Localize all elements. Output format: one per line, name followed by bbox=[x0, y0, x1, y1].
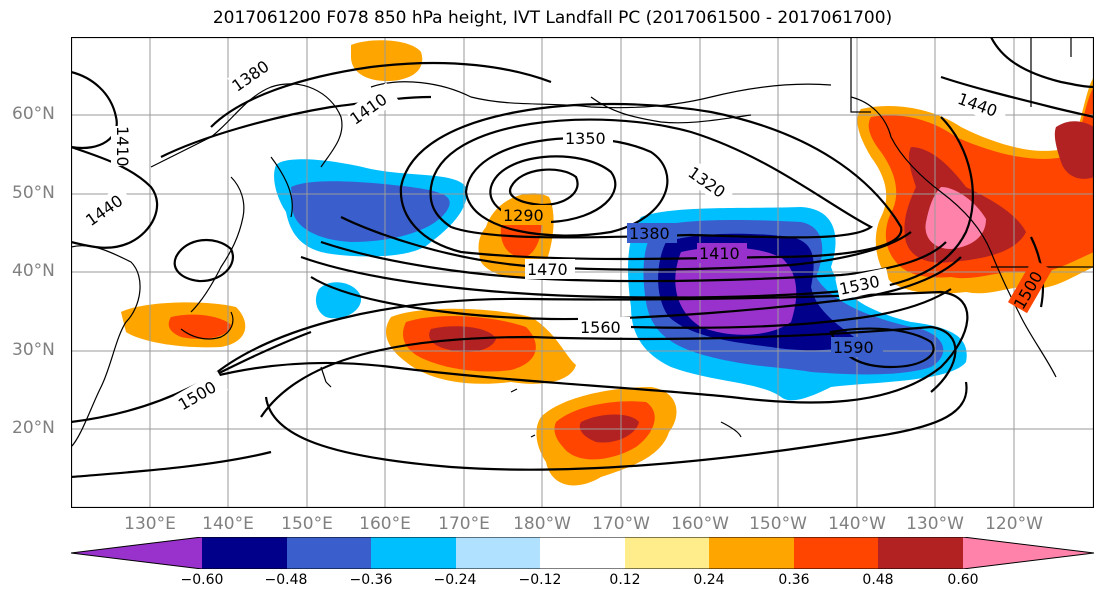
map-title: 2017061200 F078 850 hPa height, IVT Land… bbox=[212, 8, 893, 28]
contour-label: 1410 bbox=[113, 126, 132, 167]
lat-label: 30°N bbox=[12, 340, 55, 360]
colorbar-segment bbox=[794, 537, 878, 569]
colorbar-tick: 0.48 bbox=[862, 572, 894, 588]
lon-label: 180°W bbox=[513, 514, 571, 534]
colorbar bbox=[70, 536, 1095, 573]
lon-label: 170°W bbox=[592, 514, 650, 534]
map-panel: 1380 1410 1410 1440 1350 1320 1290 1380 … bbox=[71, 37, 1094, 508]
lat-label: 60°N bbox=[12, 104, 55, 124]
lat-label: 40°N bbox=[12, 261, 55, 281]
lon-label: 130°W bbox=[906, 514, 964, 534]
map-frame bbox=[71, 37, 1094, 508]
contour-label: 1470 bbox=[527, 260, 568, 279]
lon-label: 120°W bbox=[985, 514, 1043, 534]
colorbar-segment bbox=[709, 537, 794, 569]
lon-label: 150°E bbox=[281, 514, 333, 534]
contour-label: 1380 bbox=[629, 224, 670, 243]
lon-label: 150°W bbox=[749, 514, 807, 534]
lon-label: 140°W bbox=[828, 514, 886, 534]
lon-label: 140°E bbox=[202, 514, 254, 534]
contour-label: 1290 bbox=[503, 206, 544, 225]
colorbar-tick: 0.24 bbox=[693, 572, 725, 588]
colorbar-segment bbox=[456, 537, 540, 569]
colorbar-segment bbox=[202, 537, 287, 569]
colorbar-tick: 0.60 bbox=[947, 572, 979, 588]
colorbar-tick: 0.36 bbox=[778, 572, 810, 588]
lon-label: 170°E bbox=[438, 514, 490, 534]
colorbar-tick: −0.12 bbox=[518, 572, 562, 588]
colorbar-segment bbox=[371, 537, 456, 569]
contour-label: 1410 bbox=[699, 244, 740, 263]
lon-label: 160°E bbox=[359, 514, 411, 534]
contour-label: 1560 bbox=[580, 318, 621, 337]
colorbar-segment bbox=[540, 537, 625, 569]
lat-label: 50°N bbox=[12, 183, 55, 203]
lat-label: 20°N bbox=[12, 418, 55, 438]
lon-label: 130°E bbox=[124, 514, 176, 534]
colorbar-segment bbox=[878, 537, 963, 569]
colorbar-segment bbox=[287, 537, 371, 569]
colorbar-tick: 0.12 bbox=[609, 572, 641, 588]
colorbar-segment bbox=[625, 537, 709, 569]
colorbar-scale bbox=[70, 536, 1095, 570]
colorbar-tick: −0.60 bbox=[180, 572, 224, 588]
lon-label: 160°W bbox=[671, 514, 729, 534]
contour-label: 1350 bbox=[565, 129, 606, 148]
colorbar-tick: −0.36 bbox=[349, 572, 393, 588]
colorbar-segment bbox=[963, 537, 1094, 569]
colorbar-tick: −0.48 bbox=[264, 572, 308, 588]
height-contours bbox=[71, 37, 1094, 479]
map-canvas: 1380 1410 1410 1440 1350 1320 1290 1380 … bbox=[71, 37, 1094, 508]
colorbar-segment bbox=[71, 537, 202, 569]
positive-ivt-shading bbox=[121, 40, 1094, 486]
colorbar-tick: −0.24 bbox=[433, 572, 477, 588]
contour-label: 1590 bbox=[833, 338, 874, 357]
coastlines bbox=[71, 37, 1094, 448]
